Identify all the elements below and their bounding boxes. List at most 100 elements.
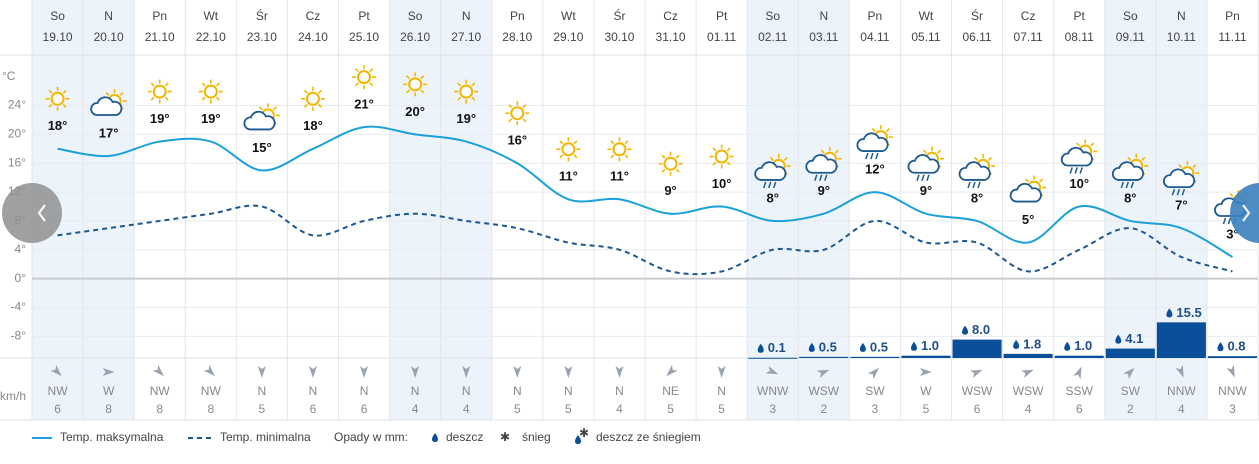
weekday-label: N bbox=[462, 9, 471, 23]
wind-speed: 4 bbox=[412, 402, 419, 416]
wind-arrow bbox=[765, 366, 779, 375]
precipitation-bar bbox=[901, 355, 951, 358]
wind-direction: N bbox=[615, 384, 624, 398]
temperature-label: 15° bbox=[252, 140, 272, 155]
weekday-label: N bbox=[819, 9, 828, 23]
sun-ray bbox=[1039, 178, 1044, 183]
wind-speed: 5 bbox=[667, 402, 674, 416]
wind-speed: 4 bbox=[463, 402, 470, 416]
y-tick-label: 24° bbox=[8, 98, 26, 112]
date-label: 29.10 bbox=[553, 30, 583, 44]
wind-direction: NE bbox=[662, 384, 679, 398]
sun-ray bbox=[522, 118, 527, 123]
wind-speed: 6 bbox=[974, 402, 981, 416]
sun-ray bbox=[164, 82, 169, 87]
nav-next-chevron[interactable] bbox=[1242, 204, 1251, 222]
wind-arrow bbox=[462, 366, 471, 378]
wind-speed: 5 bbox=[259, 402, 266, 416]
wind-speed: 5 bbox=[923, 402, 930, 416]
sun-ray bbox=[1076, 142, 1081, 147]
sun-ray bbox=[508, 104, 513, 109]
wind-direction: N bbox=[360, 384, 369, 398]
rain-drop bbox=[762, 181, 767, 189]
precipitation-label: 4.1 bbox=[1125, 331, 1143, 346]
sun-ray bbox=[624, 140, 629, 145]
rain-drop bbox=[814, 174, 818, 181]
wind-direction: WNW bbox=[757, 384, 789, 398]
sun-ray bbox=[420, 75, 425, 80]
wind-speed: 6 bbox=[361, 402, 368, 416]
weekday-label: Wt bbox=[561, 9, 576, 23]
precipitation-bar bbox=[748, 357, 798, 359]
precipitation-bar bbox=[1105, 348, 1155, 358]
sun-ray bbox=[48, 89, 53, 94]
date-label: 26.10 bbox=[400, 30, 430, 44]
rain-drop bbox=[1222, 217, 1227, 225]
weekday-label: So bbox=[765, 9, 780, 23]
drop-icon bbox=[1064, 341, 1071, 351]
date-label: 02.11 bbox=[758, 30, 787, 44]
snow-icon: ✱ bbox=[579, 426, 589, 440]
nav-next[interactable] bbox=[1230, 183, 1259, 243]
rain-drop bbox=[1120, 181, 1125, 189]
sun-disc bbox=[305, 91, 320, 106]
wind-direction: NNW bbox=[1167, 384, 1196, 398]
sun-disc bbox=[357, 70, 372, 85]
precipitation-bar bbox=[1156, 322, 1206, 358]
wind-speed: 6 bbox=[1076, 402, 1083, 416]
sun-ray bbox=[675, 168, 680, 173]
temperature-line bbox=[57, 204, 1233, 276]
temperature-label: 16° bbox=[507, 133, 527, 148]
sun-ray bbox=[1229, 192, 1234, 197]
wind-speed: 6 bbox=[310, 402, 317, 416]
sun-ray bbox=[150, 96, 155, 101]
weekday-label: Pn bbox=[510, 9, 525, 23]
legend: Temp. maksymalna Temp. minimalna Opady w m… bbox=[32, 426, 701, 444]
precipitation-bar bbox=[1207, 356, 1257, 358]
weekday-label: N bbox=[1177, 9, 1186, 23]
legend-label: Opady w mm: bbox=[334, 430, 408, 444]
nav-prev[interactable] bbox=[2, 183, 62, 243]
weekend-column bbox=[798, 0, 850, 420]
precipitation-label: 1.8 bbox=[1023, 336, 1041, 351]
wind-arrow bbox=[50, 364, 62, 377]
drop-icon bbox=[757, 343, 764, 353]
wind-direction: NW bbox=[201, 384, 222, 398]
nav-prev-chevron[interactable] bbox=[37, 204, 46, 222]
sun-ray bbox=[272, 106, 277, 111]
precipitation-bar bbox=[1054, 355, 1104, 358]
precipitation-label: 0.8 bbox=[1227, 339, 1245, 354]
drop-icon bbox=[575, 435, 581, 444]
weekday-label: Pn bbox=[1225, 9, 1240, 23]
weather-icon bbox=[1111, 153, 1149, 189]
wind-speed: 2 bbox=[820, 402, 827, 416]
weekday-label: Pt bbox=[1074, 9, 1086, 23]
precipitation-label: 0.5 bbox=[870, 339, 888, 354]
date-label: 24.10 bbox=[298, 30, 328, 44]
sun-ray bbox=[1192, 164, 1197, 169]
drop-icon bbox=[1115, 334, 1122, 344]
sun-ray bbox=[457, 96, 462, 101]
wind-speed: 8 bbox=[207, 402, 214, 416]
sun-ray bbox=[726, 161, 731, 166]
nav-next-circle[interactable] bbox=[1230, 183, 1259, 243]
wind-arrow bbox=[717, 366, 726, 378]
temperature-label: 17° bbox=[99, 125, 119, 140]
sun-ray bbox=[834, 149, 839, 154]
cloud bbox=[90, 96, 123, 116]
sun-ray bbox=[1127, 156, 1132, 161]
temperature-label: 9° bbox=[664, 183, 676, 198]
weekday-label: Pt bbox=[716, 9, 728, 23]
sun-ray bbox=[318, 103, 323, 108]
temperature-label: 18° bbox=[303, 118, 323, 133]
sun-disc bbox=[459, 84, 474, 99]
temperature-label: 11° bbox=[559, 169, 578, 184]
nav-prev-circle[interactable] bbox=[2, 183, 62, 243]
wind-arrow bbox=[1073, 366, 1082, 380]
precipitation-bar bbox=[1003, 353, 1053, 358]
rain-drop bbox=[921, 174, 925, 181]
wind-arrow bbox=[308, 366, 317, 378]
date-label: 30.10 bbox=[604, 30, 634, 44]
temperature-label: 5° bbox=[1022, 212, 1034, 227]
temperature-label: 12° bbox=[865, 162, 885, 177]
